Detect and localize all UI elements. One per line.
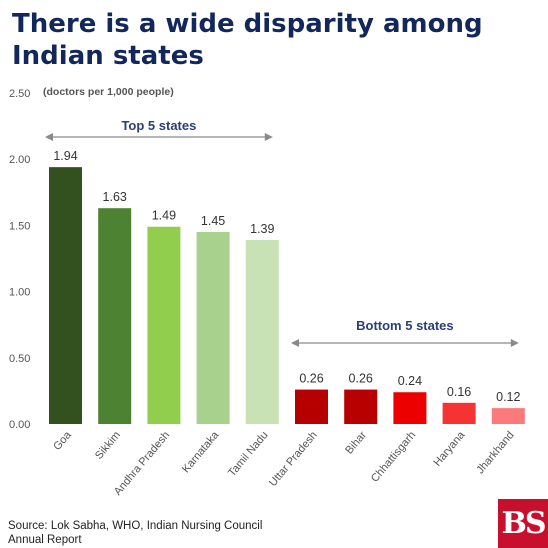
annotation-label: Bottom 5 states (356, 318, 454, 333)
annotations-group: Top 5 states Bottom 5 states (45, 118, 519, 347)
data-label: 1.63 (103, 190, 127, 204)
business-standard-logo: BS (498, 499, 548, 548)
bar (295, 389, 328, 424)
y-tick-label: 2.50 (9, 88, 30, 100)
arrowhead-right (264, 133, 273, 141)
data-label: 1.94 (53, 149, 77, 163)
bars-group: 1.94 Goa 1.63 Sikkim 1.49 Andhra Pradesh 1.45 K… (49, 149, 525, 498)
x-tick-label: Uttar Pradesh (267, 429, 320, 489)
data-label: 0.12 (496, 390, 520, 404)
logo-text: BS (501, 506, 546, 541)
y-tick-label: 0.00 (9, 419, 30, 431)
x-tick-label: Jharkhand (474, 429, 516, 476)
chart-title: There is a wide disparity among Indian s… (12, 9, 483, 71)
arrowhead-left (291, 339, 299, 347)
data-label: 0.24 (398, 374, 422, 388)
x-tick-label: Sikkim (93, 429, 123, 462)
y-axis: 0.00 0.50 1.00 1.50 2.00 2.50 (9, 88, 30, 431)
data-label: 1.49 (152, 209, 176, 223)
x-tick-label: Andhra Pradesh (112, 429, 172, 498)
y-tick-label: 2.00 (9, 154, 30, 166)
bar (196, 232, 230, 424)
y-tick-label: 1.00 (9, 287, 30, 299)
bar (442, 402, 476, 424)
x-tick-label: Karnataka (180, 429, 222, 476)
data-label: 0.16 (447, 385, 471, 399)
arrowhead-right (510, 339, 519, 347)
data-label: 0.26 (349, 372, 373, 386)
bar (393, 392, 427, 424)
x-tick-label: Haryana (431, 429, 467, 469)
arrowhead-left (45, 133, 53, 141)
bar (491, 408, 525, 424)
data-label: 1.45 (201, 214, 225, 228)
data-label: 0.26 (299, 372, 323, 386)
x-tick-label: Bihar (343, 429, 369, 457)
bar (49, 167, 82, 425)
x-tick-label: Tamil Nadu (226, 429, 271, 479)
data-label: 1.39 (250, 222, 274, 236)
unit-note: (doctors per 1,000 people) (43, 86, 174, 98)
bar (98, 208, 132, 424)
annotation-label: Top 5 states (121, 118, 196, 133)
bar (147, 226, 181, 424)
x-tick-label: Chhattisgarh (369, 429, 418, 484)
bar (245, 239, 279, 424)
bar (344, 389, 378, 424)
y-tick-label: 1.50 (9, 220, 30, 232)
source-note: Source: Lok Sabha, WHO, Indian Nursing C… (8, 520, 263, 546)
x-tick-label: Goa (51, 429, 74, 453)
y-tick-label: 0.50 (9, 353, 30, 365)
